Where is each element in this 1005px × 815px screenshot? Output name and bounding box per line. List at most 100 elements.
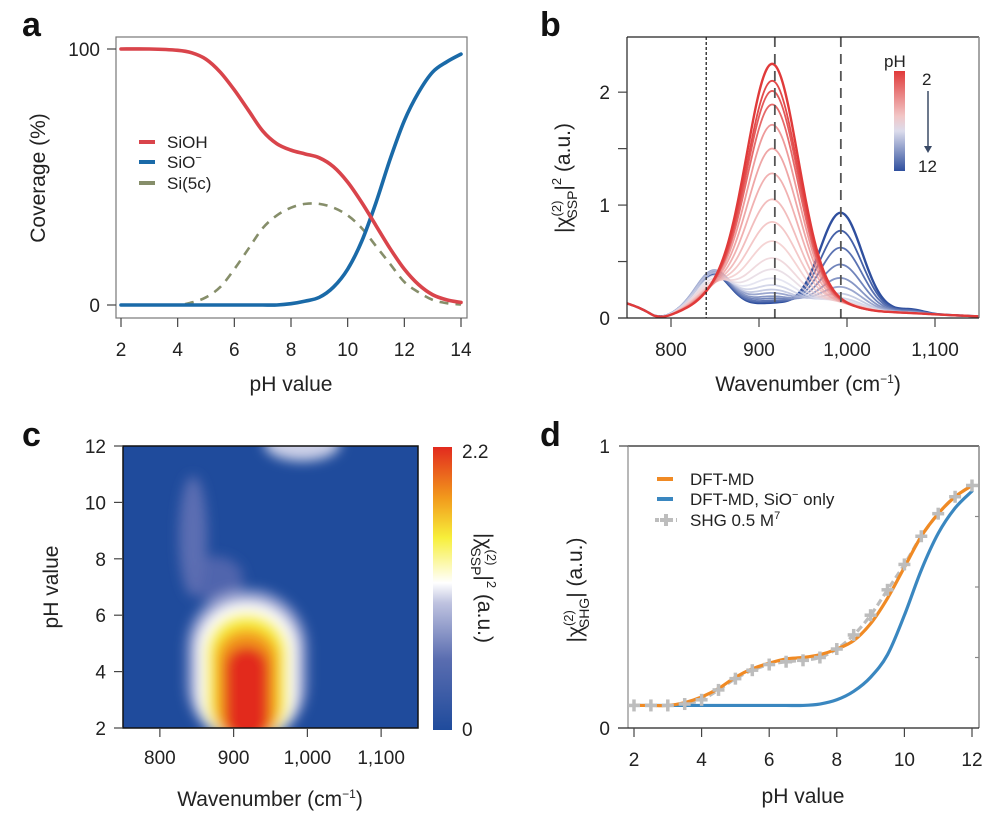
y-axis-label: |χ(2)SSP|2 (a.u.) xyxy=(549,123,580,233)
y-tick-label: 4 xyxy=(95,663,106,684)
shg-cross-marker xyxy=(966,479,978,492)
y-tick-label: 100 xyxy=(68,40,100,61)
series-line-dft-md xyxy=(632,483,974,708)
x-tick-label: 12 xyxy=(961,750,982,771)
legend-cross-marker-icon xyxy=(660,514,672,526)
shg-cross-marker xyxy=(898,558,911,571)
x-tick-label: 800 xyxy=(144,748,176,769)
shg-cross-marker xyxy=(661,699,674,712)
y-tick-label: 12 xyxy=(85,437,106,458)
y-tick-label: 1 xyxy=(599,437,610,458)
series-line-si-5c- xyxy=(121,202,462,307)
colorbar-title: pH xyxy=(884,52,906,71)
colorbar-min-label: 0 xyxy=(462,720,473,741)
x-tick-label: 900 xyxy=(743,340,775,361)
series-line-dft-md-sio-only xyxy=(632,489,974,708)
x-axis-label: pH value xyxy=(762,785,845,808)
x-tick-label: 1,100 xyxy=(911,340,959,361)
shg-cross-marker xyxy=(932,507,945,520)
panel-a-coverage-chart: 2 4 6 8 10 12 14 0 100 SiOH SiO− Si(5c) pH valu… xyxy=(27,36,472,396)
x-tick-label: 900 xyxy=(218,748,250,769)
shg-cross-marker xyxy=(712,683,725,696)
x-tick-label: 4 xyxy=(696,750,707,771)
heatmap-field xyxy=(179,446,340,728)
x-axis-label: Wavenumber (cm−1) xyxy=(715,372,901,396)
x-tick-label: 2 xyxy=(629,750,640,771)
shg-cross-marker xyxy=(813,651,826,664)
shg-cross-marker xyxy=(949,490,962,503)
legend: DFT-MD DFT-MD, SiO− only SHG 0.5 M7 xyxy=(655,470,835,530)
panel-c-heatmap: 800 900 1,000 1,100 2 4 6 8 10 12 2.2 0 |χ(2)SSP… xyxy=(40,437,499,811)
y-tick-label: 8 xyxy=(95,550,106,571)
x-tick-label: 1,000 xyxy=(823,340,871,361)
x-tick-label: 800 xyxy=(655,340,687,361)
value-colorbar xyxy=(433,447,452,730)
shg-cross-marker xyxy=(830,643,843,656)
heatmap-main-red xyxy=(224,646,269,728)
y-tick-label: 1 xyxy=(599,196,610,217)
shg-cross-marker xyxy=(881,583,894,596)
y-axis-label: Coverage (%) xyxy=(27,113,50,243)
x-tick-label: 10 xyxy=(337,340,358,361)
heatmap-shoulder-plume-lower xyxy=(187,556,244,601)
shg-cross-marker xyxy=(847,628,860,641)
panel-b-spectra-chart: 800 900 1,000 1,100 012 pH 2 12 Wavenumber … xyxy=(549,36,980,396)
colorbar-max-label: 2.2 xyxy=(462,442,488,463)
shg-cross-marker xyxy=(644,699,657,712)
x-tick-label: 14 xyxy=(450,340,472,361)
x-tick-label: 1,000 xyxy=(284,748,332,769)
colorbar-label: |χ(2)SSP|2 (a.u.) xyxy=(468,533,499,643)
arrow-head-icon xyxy=(924,146,932,153)
y-axis-label: |χ(2)SHG| (a.u.) xyxy=(561,537,592,642)
legend: SiOH SiO− Si(5c) xyxy=(139,133,211,193)
legend-label-shg: SHG 0.5 M7 xyxy=(690,510,780,530)
y-tick-label: 0 xyxy=(89,296,100,317)
colorbar-min-label: 2 xyxy=(922,70,931,89)
colorbar-max-label: 12 xyxy=(918,157,937,176)
y-tick-label: 6 xyxy=(95,606,106,627)
shg-cross-marker xyxy=(678,698,691,711)
panel-letter-b: b xyxy=(540,6,561,44)
x-tick-label: 1,100 xyxy=(357,748,405,769)
panel-letter-c: c xyxy=(22,416,41,454)
panel-letter-a: a xyxy=(22,6,42,44)
panel-d-shg-chart: 2 4 6 8 10 12 0 1 DFT-MD DFT-MD, SiO− only SHG… xyxy=(561,437,983,808)
panel-letter-d: d xyxy=(540,416,561,454)
shg-cross-marker xyxy=(695,693,708,706)
shg-cross-marker xyxy=(915,530,928,543)
x-tick-label: 6 xyxy=(764,750,775,771)
shg-cross-marker xyxy=(763,658,776,671)
y-tick-label: 2 xyxy=(599,83,610,104)
legend-label-dft-md: DFT-MD xyxy=(690,470,754,489)
ph-colorbar-legend: pH 2 12 xyxy=(884,52,937,176)
x-tick-label: 12 xyxy=(394,340,415,361)
plot-frame xyxy=(122,445,419,729)
legend-label-sio: SiO− xyxy=(167,152,202,172)
x-tick-label: 10 xyxy=(894,750,915,771)
x-tick-label: 8 xyxy=(286,340,297,361)
legend-label-si5c: Si(5c) xyxy=(167,174,211,193)
series-line-sioh xyxy=(119,47,463,305)
spectrum-line-ph-2 xyxy=(627,62,979,318)
y-axis-label: pH value xyxy=(40,546,63,629)
shg-cross-marker xyxy=(864,609,877,622)
shg-cross-marker xyxy=(729,672,742,685)
spectrum-line-ph-5.5 xyxy=(627,198,979,318)
y-tick-label: 0 xyxy=(599,309,610,330)
x-tick-label: 2 xyxy=(116,340,127,361)
x-axis-label: pH value xyxy=(250,373,333,396)
x-tick-label: 8 xyxy=(832,750,843,771)
legend-label-dft-md-sio: DFT-MD, SiO− only xyxy=(690,489,835,509)
y-tick-label: 0 xyxy=(599,719,610,740)
shg-cross-marker xyxy=(746,664,759,677)
x-axis-label: Wavenumber (cm−1) xyxy=(177,787,363,811)
heatmap-high-ph-band xyxy=(264,446,340,462)
series-line-shg xyxy=(634,484,973,708)
y-tick-label: 10 xyxy=(85,493,106,514)
ph-colorbar xyxy=(894,71,905,171)
shg-cross-marker xyxy=(628,699,640,712)
shg-cross-marker xyxy=(797,654,809,667)
x-tick-label: 6 xyxy=(229,340,240,361)
x-tick-label: 4 xyxy=(172,340,183,361)
